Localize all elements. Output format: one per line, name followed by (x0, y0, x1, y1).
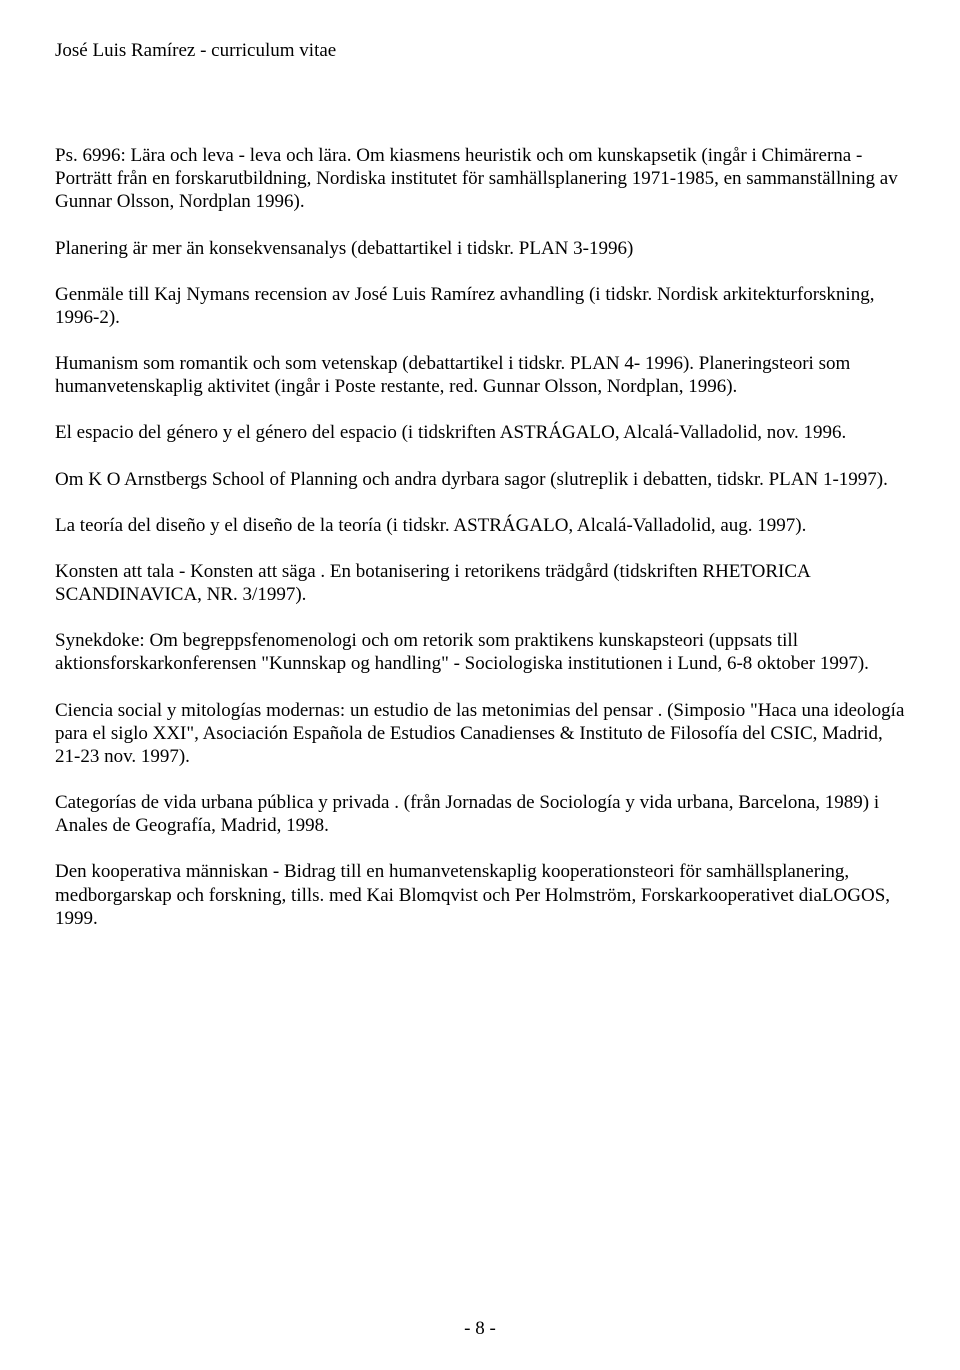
paragraph-11: Categorías de vida urbana pública y priv… (55, 791, 905, 837)
paragraph-2: Planering är mer än konsekvensanalys (de… (55, 237, 905, 260)
document-header: José Luis Ramírez - curriculum vitae (55, 40, 905, 62)
paragraph-12: Den kooperativa människan - Bidrag till … (55, 860, 905, 930)
paragraph-8: Konsten att tala - Konsten att säga . En… (55, 560, 905, 606)
paragraph-5: El espacio del género y el género del es… (55, 421, 905, 444)
paragraph-10: Ciencia social y mitologías modernas: un… (55, 699, 905, 769)
paragraph-6: Om K O Arnstbergs School of Planning och… (55, 468, 905, 491)
paragraph-4: Humanism som romantik och som vetenskap … (55, 352, 905, 398)
paragraph-9: Synekdoke: Om begreppsfenomenologi och o… (55, 629, 905, 675)
paragraph-7: La teoría del diseño y el diseño de la t… (55, 514, 905, 537)
paragraph-3: Genmäle till Kaj Nymans recension av Jos… (55, 283, 905, 329)
paragraph-1: Ps. 6996: Lära och leva - leva och lära.… (55, 144, 905, 214)
page-number: - 8 - (0, 1318, 960, 1340)
